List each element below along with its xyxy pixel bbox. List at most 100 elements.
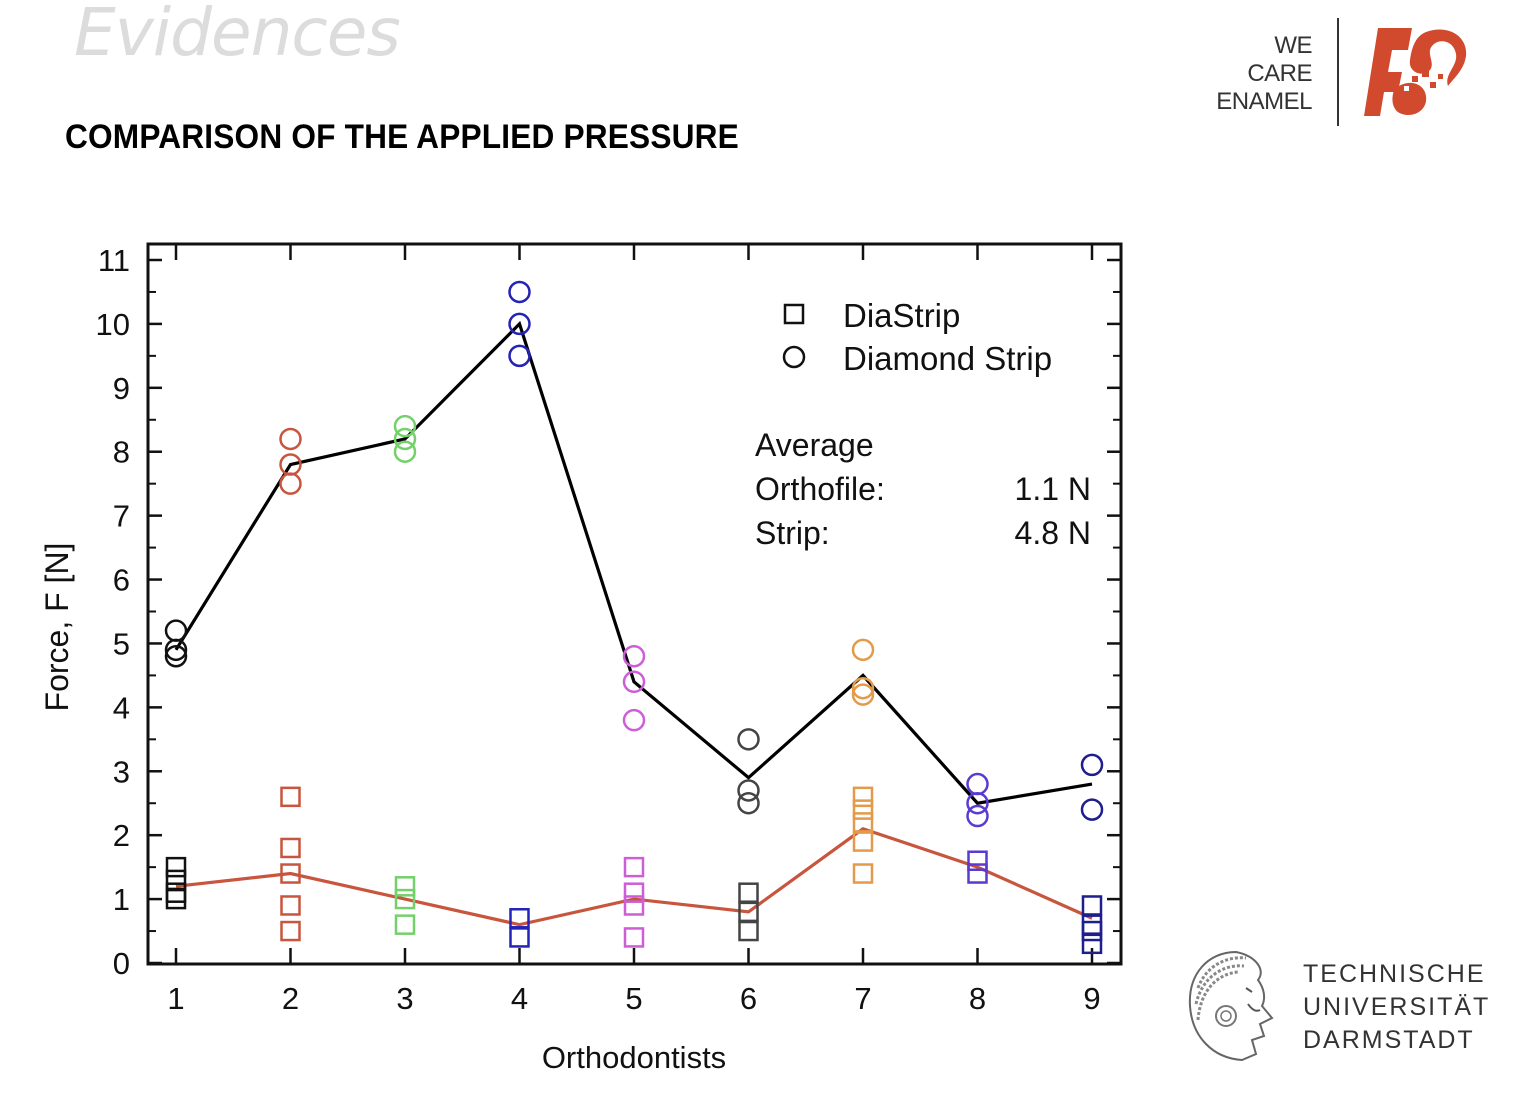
diastrip-point — [394, 876, 416, 897]
y-tick-label: 0 — [113, 946, 130, 981]
diamond-strip-point — [164, 638, 188, 662]
diastrip-point — [623, 927, 645, 948]
diamond-strip-point — [164, 644, 188, 668]
diamond-strip-point — [966, 772, 989, 796]
diamond-strip-point — [393, 440, 417, 463]
diamond-strip-point — [164, 619, 188, 642]
y-tick-label: 6 — [113, 563, 130, 598]
legend-square-marker — [783, 303, 805, 325]
diamond-strip-point — [622, 670, 646, 694]
y-axis-label: Force, F [N] — [39, 543, 75, 712]
diastrip-point — [738, 882, 759, 903]
diastrip-point — [394, 888, 416, 910]
x-tick-label: 6 — [740, 981, 757, 1016]
diamond-strip-point — [966, 804, 989, 828]
diamond-strip-point — [851, 683, 875, 706]
diastrip-point — [394, 914, 416, 935]
diastrip-point — [1081, 920, 1103, 942]
diamond-strip-point — [1080, 753, 1104, 777]
brand-divider — [1337, 18, 1339, 126]
diastrip-point — [280, 895, 301, 916]
university-line: DARMSTADT — [1303, 1026, 1475, 1054]
diastrip-point — [967, 850, 988, 871]
y-tick-label: 10 — [96, 307, 130, 342]
x-tick-label: 5 — [625, 981, 642, 1016]
diamond-strip-point — [1080, 798, 1104, 821]
diastrip-point — [852, 831, 874, 852]
x-tick-label: 9 — [1083, 981, 1100, 1016]
annotation-value-orthofile: 1.1 N — [1015, 471, 1091, 507]
diamond-strip-point — [737, 779, 760, 802]
chart-markers — [164, 280, 1104, 955]
diastrip-point — [280, 837, 301, 859]
annotation-value-strip: 4.8 N — [1015, 515, 1091, 551]
brand-line: CARE — [1247, 60, 1312, 87]
diastrip-point — [623, 882, 645, 903]
university-line: TECHNISCHE — [1303, 960, 1486, 988]
legend-label-diamond-strip: Diamond Strip — [843, 340, 1052, 377]
chart-mean-lines — [174, 320, 1093, 927]
y-tick-label: 2 — [113, 818, 130, 853]
brand-tagline: WE CARE ENAMEL — [1216, 32, 1312, 116]
y-tick-label: 7 — [113, 499, 130, 534]
y-tick-label: 11 — [98, 243, 130, 278]
diamond-strip-point — [737, 791, 760, 815]
chart-legend: DiaStrip Diamond Strip — [782, 297, 1052, 377]
x-tick-label: 3 — [396, 981, 413, 1016]
diastrip-point — [852, 786, 874, 808]
university-name: TECHNISCHE UNIVERSITÄT DARMSTADT — [1303, 958, 1490, 1057]
diastrip-point — [509, 927, 530, 948]
y-tick-label: 4 — [113, 690, 130, 725]
diamond-strip-point — [737, 728, 760, 751]
y-tick-label: 3 — [113, 754, 130, 789]
we-care-enamel-logo-icon — [1364, 28, 1467, 116]
y-tick-label: 1 — [113, 882, 130, 917]
diamond-strip-point — [393, 414, 417, 438]
annotation-label-orthofile: Orthofile: — [755, 471, 885, 507]
diastrip-point — [280, 920, 301, 942]
diamond-strip-point — [622, 708, 646, 732]
y-tick-label: 8 — [113, 435, 130, 470]
diamond-strip-point — [508, 312, 531, 336]
diastrip-point — [738, 920, 759, 942]
diamond-strip-point — [851, 676, 875, 700]
diastrip-point — [852, 863, 874, 884]
legend-label-diastrip: DiaStrip — [843, 297, 960, 334]
x-tick-label: 7 — [854, 981, 871, 1016]
diastrip-mean-line — [175, 827, 1093, 927]
athena-head-seal-icon — [1188, 950, 1274, 1062]
diamond-strip-point — [508, 280, 531, 304]
brand-line: WE — [1274, 32, 1312, 59]
diamond-strip-point — [279, 472, 302, 495]
university-logo-block: TECHNISCHE UNIVERSITÄT DARMSTADT — [1186, 948, 1506, 1066]
university-line: UNIVERSITÄT — [1303, 993, 1491, 1021]
diastrip-point — [623, 856, 645, 878]
brand-block: WE CARE ENAMEL — [1200, 18, 1490, 128]
diamond-strip-point — [393, 427, 417, 451]
diamond-strip-point — [851, 638, 875, 662]
diastrip-point — [852, 799, 874, 820]
average-annotation: Average Orthofile: 1.1 N Strip: 4.8 N — [755, 427, 1091, 551]
x-tick-label: 8 — [969, 981, 986, 1016]
diastrip-point — [165, 888, 187, 910]
diastrip-point — [280, 786, 301, 808]
diamond-strip-point — [622, 644, 646, 668]
diastrip-point — [280, 863, 301, 884]
diamond-strip-mean-line — [174, 320, 1093, 805]
diastrip-point — [1081, 914, 1103, 935]
diastrip-point — [967, 863, 988, 884]
x-tick-label: 4 — [511, 981, 528, 1016]
diamond-strip-point — [966, 791, 989, 815]
x-tick-label: 1 — [167, 981, 184, 1016]
annotation-heading: Average — [755, 427, 874, 463]
diamond-strip-point — [508, 344, 531, 368]
x-tick-label: 2 — [282, 981, 299, 1016]
annotation-label-strip: Strip: — [755, 515, 830, 551]
brand-line: ENAMEL — [1216, 88, 1312, 115]
y-tick-label: 5 — [113, 626, 130, 661]
legend-circle-marker — [782, 345, 806, 369]
diastrip-point — [165, 856, 187, 878]
y-tick-label: 9 — [113, 371, 130, 406]
slide-title: COMPARISON OF THE APPLIED PRESSURE — [65, 118, 739, 156]
